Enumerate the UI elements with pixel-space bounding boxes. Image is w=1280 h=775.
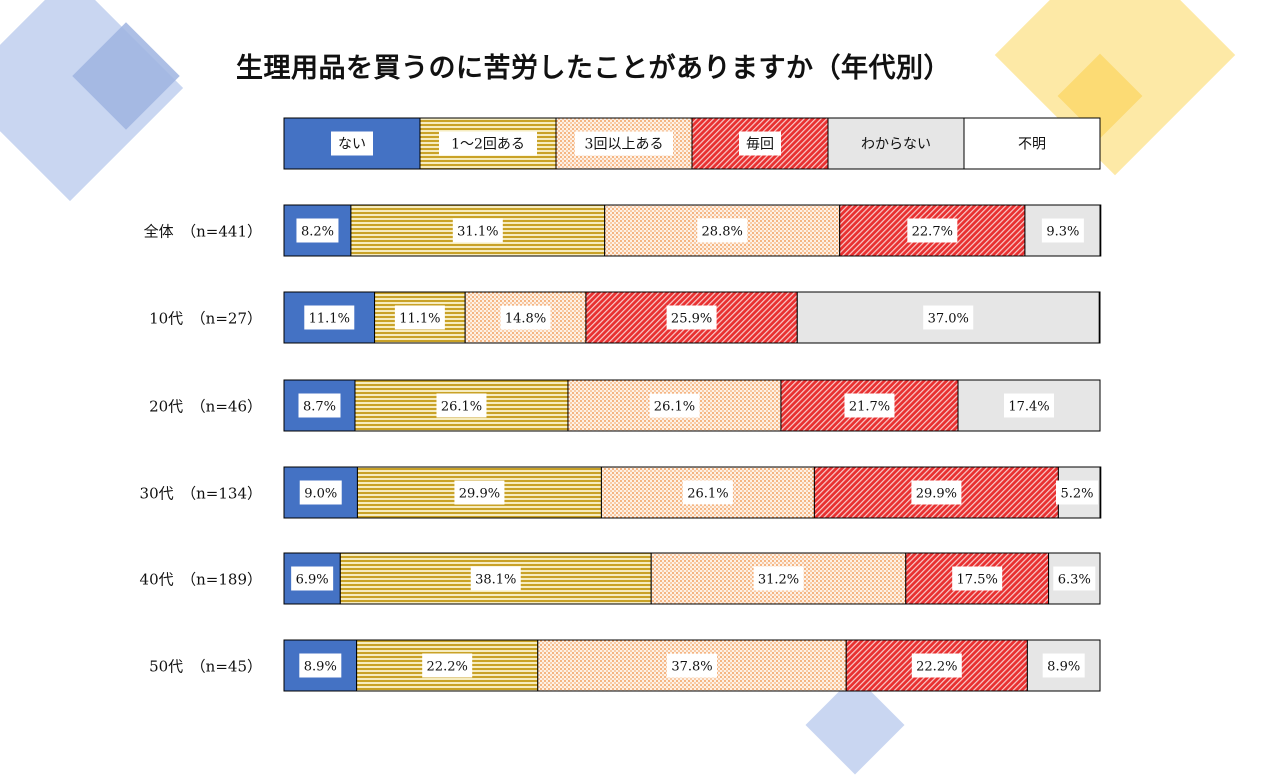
category-label-2: 10代 （n=27）	[149, 310, 262, 328]
data-label-series-4-row-6: 22.2%	[916, 660, 957, 675]
data-label-series-3-row-1: 28.8%	[702, 225, 743, 240]
bar-outline-row-4	[283, 466, 1101, 519]
data-label-bg-series-5-row-4	[1056, 480, 1098, 505]
data-label-bg-series-1-row-3	[298, 393, 341, 418]
data-label-bg-series-4-row-5	[952, 566, 1003, 591]
data-label-series-5-row-4: 5.2%	[1060, 487, 1093, 502]
data-label-series-2-row-5: 38.1%	[475, 573, 516, 588]
data-label-series-1-row-4: 9.0%	[304, 487, 337, 502]
category-label-6: 50代 （n=45）	[149, 658, 262, 676]
data-label-series-5-row-6: 8.9%	[1047, 660, 1080, 675]
data-label-series-2-row-4: 29.9%	[459, 487, 500, 502]
data-label-series-3-row-2: 14.8%	[505, 312, 546, 327]
data-label-series-1-row-6: 8.9%	[304, 660, 337, 675]
data-label-bg-series-1-row-4	[299, 480, 342, 505]
data-label-bg-series-3-row-2	[500, 305, 551, 330]
legend-label-series-4: 毎回	[746, 137, 774, 153]
bar-outline-row-6	[283, 639, 1101, 692]
data-label-series-4-row-1: 22.7%	[912, 225, 953, 240]
bar-outline-row-3	[283, 379, 1101, 432]
data-label-bg-series-1-row-2	[304, 305, 355, 330]
data-label-bg-series-2-row-6	[422, 653, 473, 678]
data-label-series-4-row-2: 25.9%	[671, 312, 712, 327]
data-label-series-2-row-3: 26.1%	[441, 400, 482, 415]
data-label-bg-series-1-row-5	[291, 566, 334, 591]
legend-swatch-series-6	[963, 117, 1101, 170]
data-label-bg-series-3-row-3	[649, 393, 700, 418]
data-label-bg-series-1-row-1	[296, 218, 339, 243]
legend-label-series-6: 不明	[1018, 137, 1046, 153]
bar-outline-row-1	[283, 204, 1101, 257]
data-label-series-3-row-3: 26.1%	[654, 400, 695, 415]
data-label-series-1-row-2: 11.1%	[309, 312, 350, 327]
data-label-bg-series-2-row-2	[394, 305, 445, 330]
legend-swatch-series-5	[827, 117, 965, 170]
data-label-series-2-row-2: 11.1%	[399, 312, 440, 327]
data-label-bg-series-5-row-5	[1053, 566, 1096, 591]
data-label-bg-series-4-row-1	[907, 218, 958, 243]
data-label-series-1-row-5: 6.9%	[296, 573, 329, 588]
bar-outline-row-5	[283, 552, 1101, 605]
data-label-bg-series-2-row-3	[436, 393, 487, 418]
stacked-bar-chart: ない 1～2回ある 3回以上ある 毎回 わからない 不明 全体 （n=441） 8.2% 31…	[140, 117, 1102, 692]
category-label-1: 全体 （n=441）	[144, 223, 262, 241]
data-label-bg-series-5-row-1	[1041, 218, 1084, 243]
data-label-series-2-row-1: 31.1%	[457, 225, 498, 240]
category-label-5: 40代 （n=189）	[140, 571, 262, 589]
page-title: 生理用品を買うのに苦労したことがありますか（年代別）	[236, 53, 951, 84]
data-label-series-5-row-2: 37.0%	[928, 312, 969, 327]
category-label-4: 30代 （n=134）	[140, 485, 262, 503]
legend-label-bg-series-2	[439, 131, 537, 156]
data-label-series-1-row-3: 8.7%	[303, 400, 336, 415]
data-label-series-5-row-5: 6.3%	[1058, 573, 1091, 588]
data-label-series-4-row-3: 21.7%	[849, 400, 890, 415]
legend-label-series-2: 1～2回ある	[451, 137, 525, 153]
data-label-bg-series-4-row-4	[911, 480, 962, 505]
data-label-bg-series-4-row-2	[666, 305, 717, 330]
legend-label-bg-series-1	[331, 131, 373, 156]
data-label-bg-series-2-row-5	[470, 566, 521, 591]
data-label-series-4-row-5: 17.5%	[957, 573, 998, 588]
data-label-bg-series-3-row-1	[697, 218, 748, 243]
data-label-bg-series-4-row-6	[911, 653, 962, 678]
legend-label-series-1: ない	[338, 137, 366, 153]
data-label-series-1-row-1: 8.2%	[301, 225, 334, 240]
legend-label-bg-series-4	[739, 131, 781, 156]
data-label-bg-series-2-row-1	[452, 218, 503, 243]
bar-outline-row-2	[283, 291, 1101, 344]
data-label-bg-series-3-row-4	[682, 480, 733, 505]
data-label-series-3-row-4: 26.1%	[687, 487, 728, 502]
data-label-series-4-row-4: 29.9%	[916, 487, 957, 502]
data-label-bg-series-3-row-5	[753, 566, 804, 591]
data-label-bg-series-4-row-3	[844, 393, 895, 418]
legend-label-bg-series-3	[575, 131, 673, 156]
data-label-series-5-row-3: 17.4%	[1008, 400, 1049, 415]
data-label-bg-series-5-row-3	[1004, 393, 1055, 418]
data-label-bg-series-5-row-2	[923, 305, 974, 330]
data-label-bg-series-5-row-6	[1042, 653, 1085, 678]
legend-label-series-5: わからない	[861, 137, 931, 153]
data-label-series-5-row-1: 9.3%	[1046, 225, 1079, 240]
data-label-series-3-row-5: 31.2%	[758, 573, 799, 588]
data-label-bg-series-2-row-4	[454, 480, 505, 505]
category-label-3: 20代 （n=46）	[149, 398, 262, 416]
data-label-series-2-row-6: 22.2%	[427, 660, 468, 675]
data-label-bg-series-1-row-6	[299, 653, 342, 678]
data-label-bg-series-3-row-6	[667, 653, 717, 678]
legend-label-series-3: 3回以上ある	[585, 137, 664, 153]
data-label-series-3-row-6: 37.8%	[671, 660, 712, 675]
